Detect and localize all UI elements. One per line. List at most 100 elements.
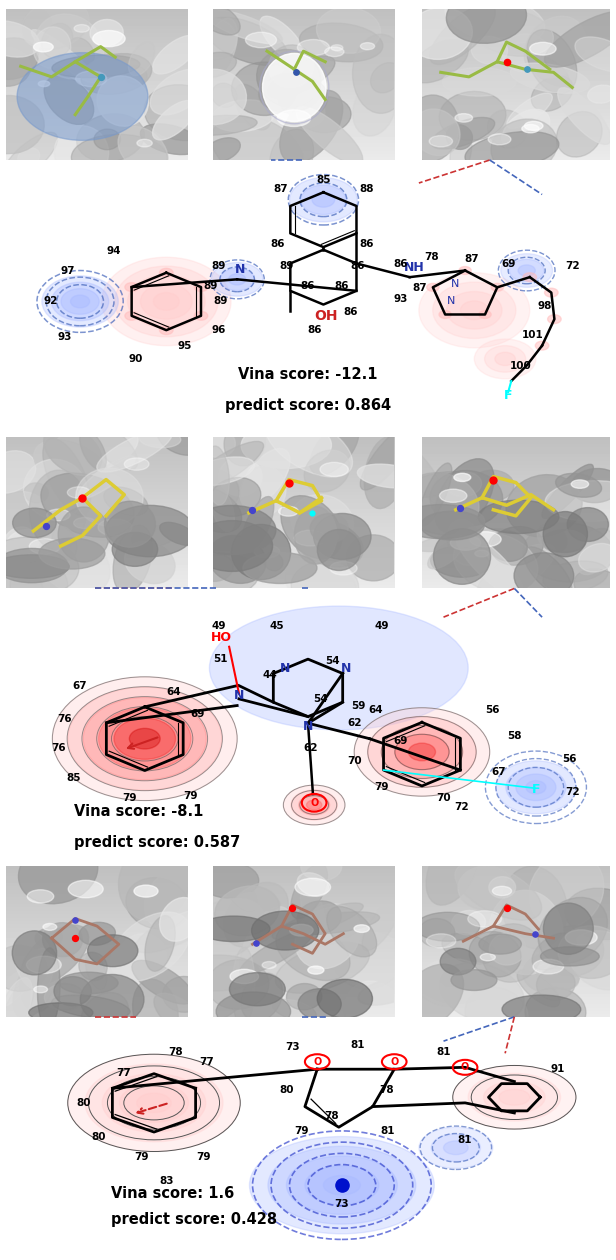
Ellipse shape [499,1090,530,1105]
Ellipse shape [479,934,521,954]
Point [501,52,511,72]
Ellipse shape [118,126,168,174]
Text: 69: 69 [190,709,205,719]
Ellipse shape [67,486,90,498]
Text: 78: 78 [379,1085,394,1095]
Ellipse shape [240,930,314,975]
Ellipse shape [187,505,276,554]
Ellipse shape [548,315,561,324]
Text: 89: 89 [203,281,218,291]
Text: 83: 83 [159,1177,174,1187]
Text: F: F [504,388,513,402]
Ellipse shape [179,116,257,135]
Ellipse shape [179,978,252,1027]
Text: 79: 79 [196,1152,211,1162]
Ellipse shape [419,272,530,348]
Ellipse shape [454,474,471,481]
Text: 85: 85 [316,175,331,185]
Ellipse shape [58,507,109,562]
Ellipse shape [567,508,609,542]
Text: 87: 87 [464,255,479,265]
Ellipse shape [442,934,495,964]
Point [501,898,511,919]
Text: 77: 77 [116,1068,131,1079]
Ellipse shape [556,112,602,158]
Ellipse shape [286,1155,397,1215]
Ellipse shape [202,430,235,457]
Text: 85: 85 [67,774,81,784]
Ellipse shape [18,147,39,166]
Ellipse shape [295,903,360,969]
Ellipse shape [211,486,235,532]
Ellipse shape [295,878,331,896]
Text: predict score: 0.864: predict score: 0.864 [225,398,391,413]
Ellipse shape [111,912,190,982]
Ellipse shape [524,16,586,78]
Text: 62: 62 [304,742,318,752]
Ellipse shape [301,185,346,214]
Ellipse shape [294,507,337,564]
Ellipse shape [237,892,280,911]
Ellipse shape [4,527,34,553]
Ellipse shape [0,21,39,57]
Ellipse shape [70,38,94,64]
Ellipse shape [94,475,123,517]
Ellipse shape [296,107,363,165]
Ellipse shape [535,341,549,350]
Ellipse shape [21,925,89,985]
Ellipse shape [35,929,62,948]
Ellipse shape [557,88,611,145]
Ellipse shape [360,422,417,490]
Ellipse shape [545,289,558,297]
Text: Vina score: -12.1: Vina score: -12.1 [238,367,378,382]
Ellipse shape [475,551,488,557]
Text: 73: 73 [285,1042,300,1052]
Ellipse shape [232,948,255,1027]
Ellipse shape [128,275,205,328]
Ellipse shape [459,267,471,275]
Ellipse shape [468,911,501,927]
Point [530,924,540,944]
Ellipse shape [52,282,108,321]
Ellipse shape [556,474,602,498]
Ellipse shape [323,1176,360,1194]
Text: 91: 91 [550,1065,565,1075]
Ellipse shape [480,954,495,961]
Ellipse shape [470,470,514,501]
Ellipse shape [506,475,582,537]
Ellipse shape [334,932,403,989]
Ellipse shape [381,726,463,779]
Ellipse shape [187,441,264,494]
Text: 54: 54 [325,656,340,667]
Ellipse shape [525,988,586,1037]
Ellipse shape [402,472,479,534]
Ellipse shape [537,968,575,1000]
Ellipse shape [514,553,573,598]
Ellipse shape [150,69,207,115]
Ellipse shape [2,980,34,1031]
Ellipse shape [461,301,488,320]
Ellipse shape [33,26,71,68]
Ellipse shape [322,533,339,541]
Ellipse shape [574,570,616,607]
Ellipse shape [211,116,304,184]
Point [284,472,294,493]
Ellipse shape [575,37,616,72]
Ellipse shape [295,519,363,567]
Ellipse shape [79,456,135,499]
Ellipse shape [68,687,222,790]
Ellipse shape [97,430,172,472]
Ellipse shape [52,677,237,800]
Text: 81: 81 [381,1126,395,1137]
Ellipse shape [431,1134,480,1162]
Text: Vina score: -8.1: Vina score: -8.1 [74,804,203,819]
Ellipse shape [212,83,237,107]
Ellipse shape [257,49,321,107]
Ellipse shape [290,925,313,936]
Ellipse shape [38,948,60,1028]
Ellipse shape [264,552,283,571]
Text: 78: 78 [424,252,439,262]
Ellipse shape [29,539,60,554]
Ellipse shape [39,538,105,570]
Ellipse shape [112,533,158,566]
